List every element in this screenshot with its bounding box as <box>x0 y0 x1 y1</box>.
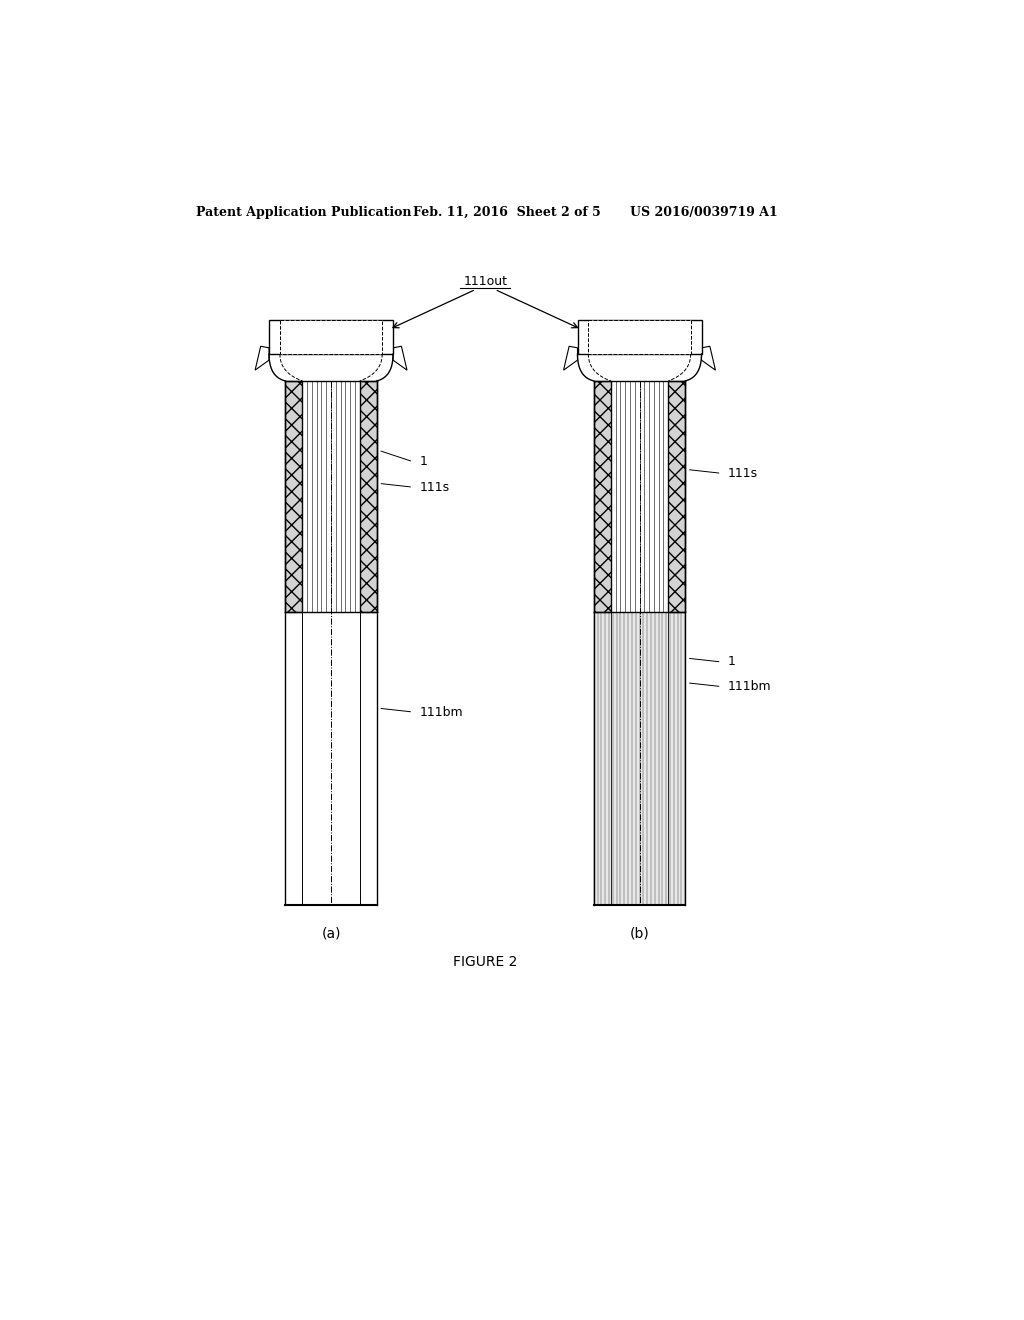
Bar <box>578 321 701 354</box>
Bar <box>611 381 669 612</box>
Bar <box>594 381 611 612</box>
Bar <box>589 321 690 354</box>
Bar <box>669 381 685 612</box>
Text: 111bm: 111bm <box>420 705 463 718</box>
Text: (b): (b) <box>630 927 649 940</box>
Text: Feb. 11, 2016  Sheet 2 of 5: Feb. 11, 2016 Sheet 2 of 5 <box>414 206 601 219</box>
Text: 1: 1 <box>420 455 427 469</box>
Bar <box>359 381 377 612</box>
Text: US 2016/0039719 A1: US 2016/0039719 A1 <box>630 206 778 219</box>
Polygon shape <box>563 346 578 370</box>
Bar <box>669 381 685 612</box>
Bar <box>594 612 685 904</box>
Text: 1: 1 <box>728 656 735 668</box>
Text: 111out: 111out <box>463 275 507 288</box>
Polygon shape <box>255 346 269 370</box>
Bar <box>286 381 302 612</box>
Bar <box>359 381 377 612</box>
Bar <box>269 321 393 354</box>
Text: 111s: 111s <box>420 480 450 494</box>
Bar <box>594 381 611 612</box>
Bar <box>286 381 302 612</box>
Text: FIGURE 2: FIGURE 2 <box>453 954 517 969</box>
Text: 111bm: 111bm <box>728 680 771 693</box>
Polygon shape <box>701 346 716 370</box>
Text: Patent Application Publication: Patent Application Publication <box>197 206 412 219</box>
Polygon shape <box>393 346 407 370</box>
Text: 111s: 111s <box>728 467 758 480</box>
Text: (a): (a) <box>322 927 341 940</box>
Bar <box>280 321 382 354</box>
Bar <box>302 381 359 612</box>
